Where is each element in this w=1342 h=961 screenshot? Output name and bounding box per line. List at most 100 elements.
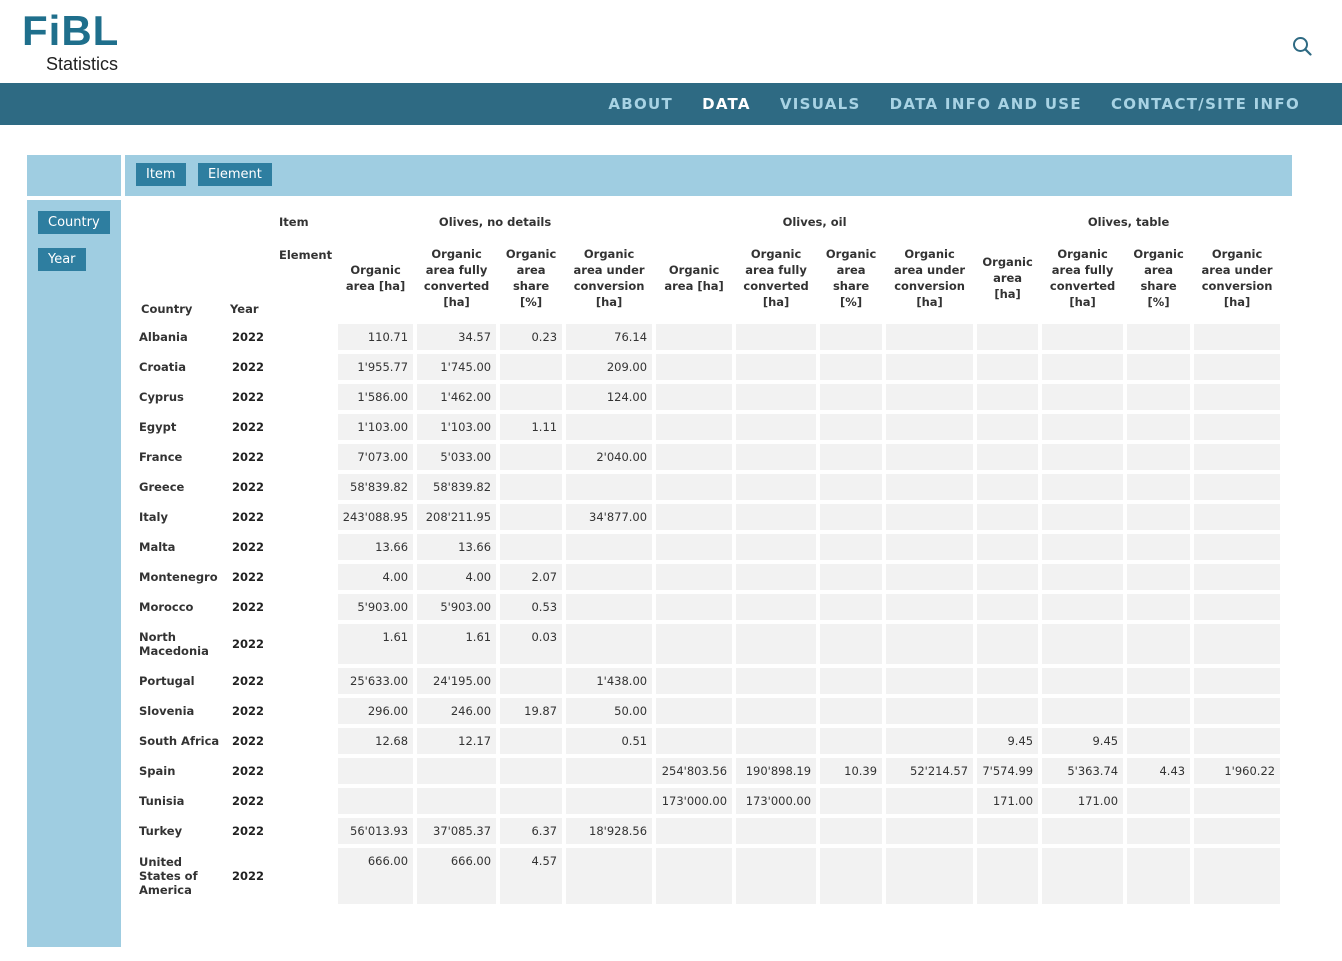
spacer-cell <box>277 758 334 784</box>
value-cell: 1'955.77 <box>338 354 414 380</box>
nav-item-visuals[interactable]: VISUALS <box>779 95 861 113</box>
spacer-cell <box>277 444 334 470</box>
value-cell <box>1042 534 1124 560</box>
value-cell <box>977 384 1039 410</box>
country-cell: Greece <box>139 480 185 494</box>
value-cell: 10.39 <box>820 758 883 784</box>
search-icon[interactable] <box>1292 36 1312 56</box>
country-cell: Morocco <box>139 600 194 614</box>
item-chip[interactable]: Item <box>136 163 186 186</box>
country-cell: Albania <box>139 330 188 344</box>
value-cell: 0.51 <box>566 728 653 754</box>
logo-subtitle: Statistics <box>46 54 119 74</box>
value-cell <box>886 414 974 440</box>
table-row: Spain 2022 254'803.56 190'898.19 10.39 52'214… <box>139 758 1281 784</box>
table-row: North Macedonia 2022 1.61 1.61 0.03 <box>139 624 1281 664</box>
value-cell <box>977 534 1039 560</box>
value-cell <box>977 444 1039 470</box>
nav-item-data-info-and-use[interactable]: DATA INFO AND USE <box>889 95 1082 113</box>
value-cell <box>656 698 733 724</box>
value-cell <box>736 474 817 500</box>
country-cell: Turkey <box>139 824 183 838</box>
value-cell: 666.00 <box>417 848 497 904</box>
value-cell <box>1127 474 1191 500</box>
year-chip[interactable]: Year <box>38 248 86 271</box>
value-cell <box>566 788 653 814</box>
spacer-cell <box>277 354 334 380</box>
value-cell <box>1194 384 1281 410</box>
year-cell: 2022 <box>232 330 265 344</box>
value-cell <box>500 444 563 470</box>
element-header: Organic area under conversion [ha] <box>1201 247 1273 309</box>
nav-item-contact-site-info[interactable]: CONTACT/SITE INFO <box>1110 95 1300 113</box>
table-row: Cyprus 2022 1'586.00 1'462.00 124.00 <box>139 384 1281 410</box>
nav-item-data[interactable]: DATA <box>702 95 751 113</box>
value-cell <box>566 594 653 620</box>
value-cell <box>977 624 1039 664</box>
value-cell: 171.00 <box>1042 788 1124 814</box>
spacer-cell <box>277 848 334 904</box>
country-cell: Tunisia <box>139 794 185 808</box>
value-cell <box>1127 668 1191 694</box>
value-cell <box>500 384 563 410</box>
spacer-cell <box>277 474 334 500</box>
value-cell <box>820 848 883 904</box>
element-header: Organic area fully converted [ha] <box>1049 247 1116 309</box>
country-cell: United States of America <box>139 855 198 897</box>
value-cell: 0.03 <box>500 624 563 664</box>
value-cell <box>1042 324 1124 350</box>
value-cell <box>977 594 1039 620</box>
value-cell <box>1194 848 1281 904</box>
value-cell <box>886 384 974 410</box>
country-chip[interactable]: Country <box>38 211 110 234</box>
value-cell <box>1194 504 1281 530</box>
value-cell: 7'073.00 <box>338 444 414 470</box>
country-header-label: Country <box>141 302 193 316</box>
value-cell <box>656 324 733 350</box>
value-cell <box>886 354 974 380</box>
value-cell <box>886 668 974 694</box>
value-cell <box>886 698 974 724</box>
value-cell <box>1194 324 1281 350</box>
element-header: Organic area under conversion [ha] <box>573 247 645 309</box>
value-cell: 296.00 <box>338 698 414 724</box>
value-cell <box>1042 504 1124 530</box>
value-cell <box>886 848 974 904</box>
value-cell: 4.57 <box>500 848 563 904</box>
value-cell <box>977 354 1039 380</box>
value-cell <box>656 384 733 410</box>
year-cell: 2022 <box>232 794 265 808</box>
value-cell <box>1194 414 1281 440</box>
spacer-cell <box>277 818 334 844</box>
value-cell: 37'085.37 <box>417 818 497 844</box>
value-cell <box>1127 354 1191 380</box>
element-header: Organic area fully converted [ha] <box>423 247 490 309</box>
value-cell <box>886 504 974 530</box>
spacer-cell <box>277 788 334 814</box>
country-cell: Egypt <box>139 420 177 434</box>
element-header: Organic area [ha] <box>664 263 724 293</box>
value-cell: 1'586.00 <box>338 384 414 410</box>
value-cell <box>566 848 653 904</box>
value-cell <box>820 324 883 350</box>
element-chip[interactable]: Element <box>198 163 272 186</box>
year-cell: 2022 <box>232 637 265 651</box>
value-cell <box>820 728 883 754</box>
fibl-logo[interactable]: FiBL Statistics <box>22 10 119 75</box>
value-cell <box>656 848 733 904</box>
value-cell <box>1194 624 1281 664</box>
element-header-label: Element <box>279 248 333 262</box>
value-cell: 209.00 <box>566 354 653 380</box>
value-cell: 7'574.99 <box>977 758 1039 784</box>
value-cell <box>338 758 414 784</box>
value-cell <box>656 444 733 470</box>
value-cell <box>1042 444 1124 470</box>
year-cell: 2022 <box>232 540 265 554</box>
country-cell: Croatia <box>139 360 186 374</box>
value-cell <box>736 728 817 754</box>
value-cell <box>736 354 817 380</box>
value-cell <box>1194 728 1281 754</box>
value-cell <box>656 668 733 694</box>
value-cell <box>886 324 974 350</box>
nav-item-about[interactable]: ABOUT <box>608 95 674 113</box>
